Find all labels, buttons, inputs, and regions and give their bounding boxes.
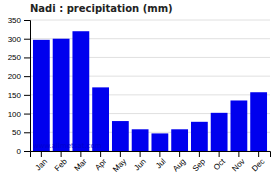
x-tick-mark [199, 151, 200, 157]
bars [33, 31, 267, 151]
x-tick: Jul [154, 151, 168, 171]
x-tick-label: Apr [93, 157, 108, 172]
x-axis-line [31, 152, 271, 158]
x-tick-label: May [111, 157, 128, 174]
x-tick-label: Nov [230, 157, 246, 173]
y-tick-label: 350 [8, 16, 22, 25]
bar [112, 121, 129, 151]
annotation: www.allmetsat.com [33, 142, 102, 150]
x-tick: Aug [171, 151, 187, 173]
y-tick: 150 [8, 91, 30, 100]
x-tick-label: Mar [73, 157, 89, 173]
y-tick-mark [24, 76, 30, 77]
x-tick: Oct [212, 151, 228, 172]
x-tick-mark [140, 151, 141, 157]
x-tick: Feb [53, 151, 70, 173]
x-tick-label: Jun [132, 157, 147, 172]
y-tick: 0 [17, 147, 30, 156]
bar [191, 122, 208, 151]
x-tick-mark [120, 151, 121, 157]
plot: 050100150200250300350JanFebMarAprMayJunJ… [8, 16, 271, 174]
x-tick-mark [80, 151, 81, 157]
y-tick: 100 [8, 110, 30, 119]
x-tick-label: Sep [191, 157, 208, 174]
y-axis-line [24, 21, 31, 152]
y-tick-label: 300 [8, 35, 22, 44]
y-tick: 200 [8, 72, 30, 81]
y-tick-label: 0 [17, 147, 22, 156]
y-tick-mark [24, 20, 30, 21]
y-tick-mark [24, 132, 30, 133]
chart: 050100150200250300350JanFebMarAprMayJunJ… [0, 0, 278, 181]
x-axis: Jan FebMar AprMay Jun JulAugSepOctNovDec [31, 151, 271, 174]
x-tick: May [111, 151, 128, 174]
x-tick-label: Jul [154, 157, 168, 171]
x-tick: Jan [34, 151, 49, 172]
x-tick-mark [179, 151, 180, 157]
y-tick-label: 200 [8, 72, 22, 81]
x-tick-mark [100, 151, 101, 157]
x-tick: Nov [230, 151, 246, 173]
x-tick-mark [258, 151, 259, 157]
grid-line [30, 20, 270, 21]
y-tick: 300 [8, 35, 30, 44]
y-tick-mark [24, 95, 30, 96]
bar [53, 39, 70, 151]
bar [33, 40, 50, 151]
bar [151, 133, 168, 151]
x-tick: Apr [93, 151, 108, 172]
x-tick-label: Oct [212, 156, 228, 172]
y-axis: 0 50 100 150 200 250 300 350 [8, 16, 31, 156]
y-tick: 250 [8, 53, 30, 62]
x-tick: Jun [132, 151, 147, 172]
x-tick-mark [159, 151, 160, 157]
bar [72, 31, 89, 151]
bar [171, 129, 188, 151]
x-tick: Sep [191, 151, 208, 173]
x-tick: Mar [73, 151, 89, 173]
y-tick-mark [24, 39, 30, 40]
x-tick-mark [219, 151, 220, 157]
y-tick-label: 50 [12, 128, 21, 137]
x-tick-mark [238, 151, 239, 157]
y-tick-label: 250 [8, 53, 22, 62]
bar [250, 92, 267, 151]
y-tick: 50 [12, 128, 30, 137]
y-tick-mark [24, 114, 30, 115]
x-tick-mark [41, 151, 42, 157]
y-tick-label: 150 [8, 91, 22, 100]
x-tick-label: Jan [34, 157, 49, 172]
x-tick: Dec [250, 151, 266, 173]
y-tick-label: 100 [8, 110, 22, 119]
grid [30, 20, 270, 151]
bar [230, 100, 247, 151]
y-tick-mark [24, 151, 30, 152]
x-tick-label: Feb [53, 157, 70, 174]
bar [132, 129, 149, 151]
x-tick-label: Dec [250, 157, 266, 173]
x-tick-mark [61, 151, 62, 157]
x-tick-label: Aug [171, 157, 187, 173]
title: Nadi : precipitation (mm) [30, 3, 173, 14]
bar [211, 113, 228, 151]
y-tick-mark [24, 57, 30, 58]
y-tick: 350 [8, 16, 30, 25]
